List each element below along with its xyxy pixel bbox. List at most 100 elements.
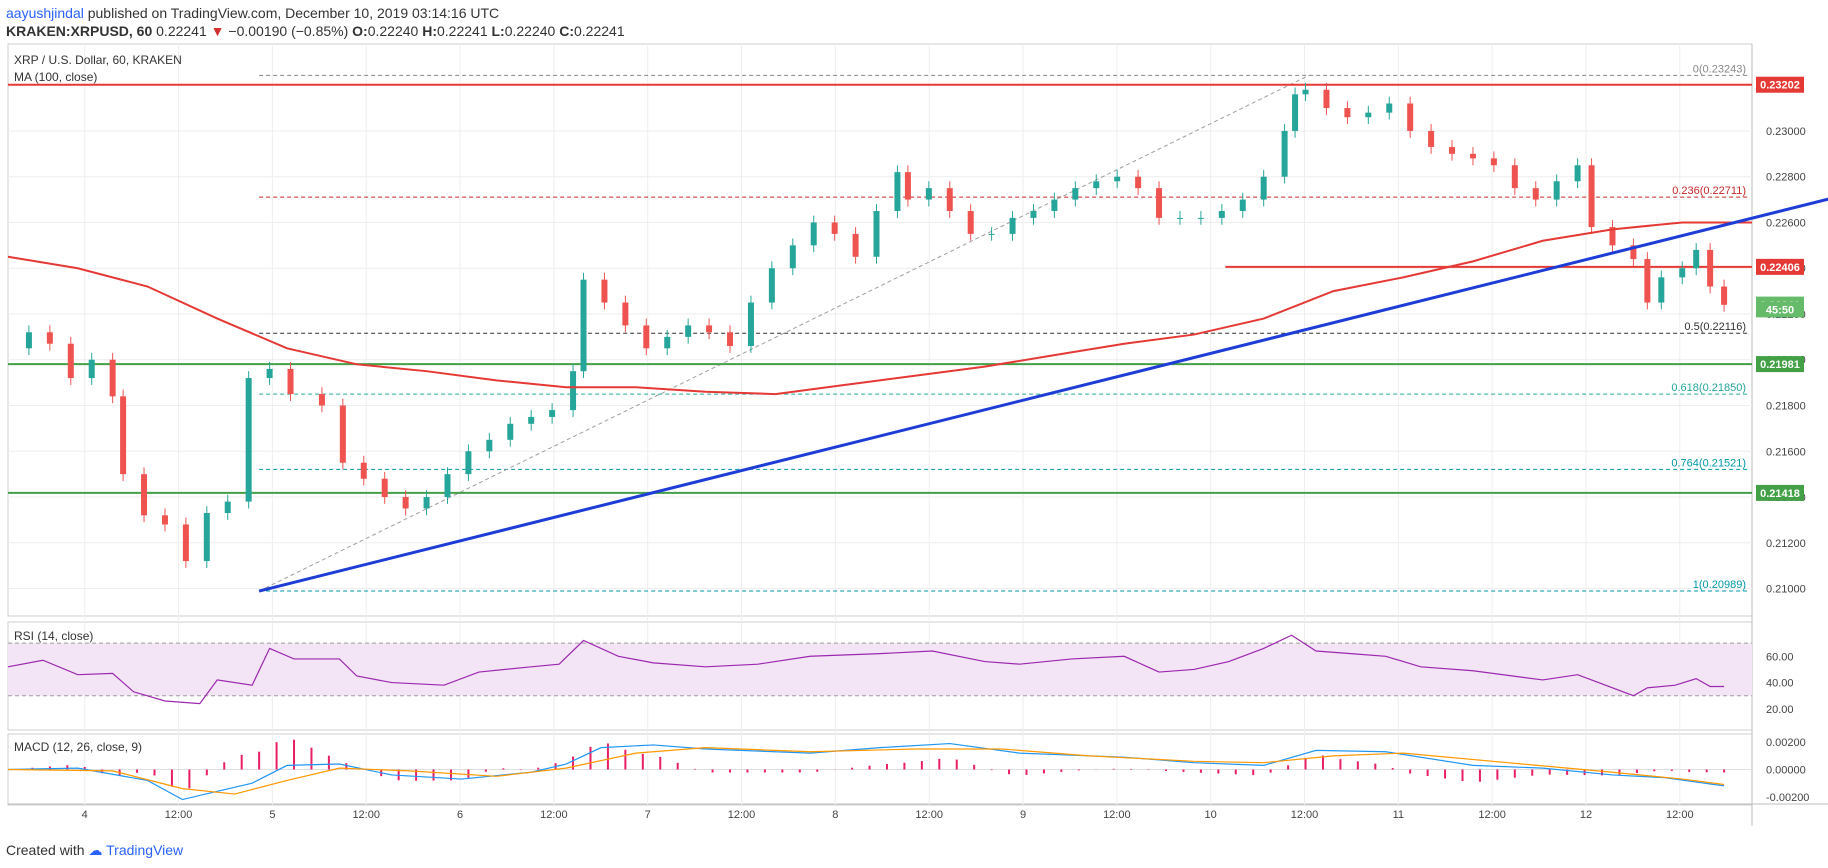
x-tick-label: 9 (1020, 809, 1026, 821)
y-tick-label: 0.23000 (1766, 126, 1806, 138)
price-change: −0.00190 (−0.85%) (228, 23, 349, 39)
candle-body (706, 325, 713, 333)
ohlc-line: KRAKEN:XRPUSD, 60 0.22241 ▼ −0.00190 (−0… (6, 22, 625, 40)
candle-body (25, 332, 32, 349)
grid (7, 43, 1828, 826)
candle-body (1449, 146, 1456, 154)
moving-average (7, 221, 1752, 396)
x-tick-label: 12:00 (1478, 809, 1506, 821)
fib-level-label: 0.236(0.22711) (1672, 185, 1746, 197)
candle-body (925, 188, 932, 200)
fib-level-label: 0(0.23243) (1693, 63, 1746, 75)
x-tick-label: 6 (457, 809, 463, 821)
candle-body (67, 343, 74, 379)
x-tick-label: 12:00 (728, 809, 756, 821)
close-label: C: (559, 23, 574, 39)
candle-body (946, 188, 953, 212)
candle-body (570, 371, 577, 411)
candle-body (1030, 211, 1037, 218)
candle-body (1281, 130, 1288, 177)
candle-body (1239, 199, 1246, 212)
symbol-label: KRAKEN:XRPUSD, 60 (6, 23, 153, 39)
open-value: 0.22240 (367, 23, 419, 39)
rsi-band (8, 643, 1752, 696)
macd-line (7, 742, 1725, 801)
price-tag-label: 45:50 (1766, 304, 1794, 316)
candle-body (465, 451, 472, 475)
x-tick-label: 4 (82, 809, 88, 821)
x-tick-label: 7 (645, 809, 651, 821)
x-tick-label: 12:00 (915, 809, 943, 821)
y-tick-label: 0.21000 (1766, 584, 1806, 596)
chart-header: aayushjindal published on TradingView.co… (6, 4, 625, 40)
x-tick-label: 12:00 (352, 809, 380, 821)
candle-body (622, 302, 629, 326)
open-label: O: (352, 23, 368, 39)
candle-body (1511, 165, 1518, 189)
candle-body (1707, 249, 1714, 287)
candle-body (643, 325, 650, 349)
candle-body (161, 515, 168, 525)
candle-body (1365, 112, 1372, 118)
candle-body (894, 172, 901, 212)
macd-tick-label: 0.00000 (1766, 765, 1806, 777)
down-arrow-icon: ▼ (210, 23, 225, 39)
candle-body (203, 513, 210, 562)
author-link[interactable]: aayushjindal (6, 5, 84, 21)
x-tick-label: 5 (269, 809, 275, 821)
fib-level-label: 1(0.20989) (1693, 579, 1746, 591)
x-tick-label: 12:00 (1666, 809, 1694, 821)
chart-title: XRP / U.S. Dollar, 60, KRAKEN (14, 53, 182, 67)
price-tag-bg (1756, 76, 1804, 93)
candle-body (318, 394, 325, 406)
price-tag-resistance: 0.22406 (1756, 258, 1804, 275)
candle-body (1114, 176, 1121, 182)
candle-body (1009, 217, 1016, 234)
price-tag-bg (1756, 484, 1804, 501)
tradingview-brand[interactable]: TradingView (106, 842, 184, 858)
low-label: L: (491, 23, 505, 39)
price-tag-label: 0.23202 (1760, 80, 1800, 92)
rsi-pane: 60.00 40.00 20.00 (7, 634, 1794, 716)
x-tick-label: 8 (832, 809, 838, 821)
candle-body (88, 359, 95, 379)
candle-body (1197, 217, 1204, 219)
candle-body (339, 405, 346, 463)
candle-body (1323, 89, 1330, 109)
y-tick-label: 0.22800 (1766, 172, 1806, 184)
y-tick-label: 0.22600 (1766, 217, 1806, 229)
low-value: 0.22240 (504, 23, 556, 39)
candle-body (685, 325, 692, 337)
y-tick-label: 0.21600 (1766, 446, 1806, 458)
price-tag-support: 0.21981 (1756, 356, 1804, 373)
tradingview-logo-icon: ☁ (88, 842, 103, 858)
macd-pane: 0.00200 0.00000 -0.00200 (7, 737, 1809, 804)
candle-body (1176, 217, 1183, 219)
macd-tick-label: -0.00200 (1766, 792, 1809, 804)
candle-body (1658, 277, 1665, 303)
candle-body (1469, 153, 1476, 159)
footer: Created with ☁ TradingView (6, 842, 183, 859)
horizontal-lines (8, 83, 1752, 494)
rsi-line (7, 634, 1725, 705)
price-tag-resistance: 0.23202 (1756, 76, 1804, 93)
candle-body (182, 524, 189, 562)
created-with-text: Created with (6, 842, 85, 858)
candle-body (601, 279, 608, 303)
macd-tick-label: 0.00200 (1766, 737, 1806, 749)
candle-body (1302, 89, 1309, 95)
candle-body (109, 359, 116, 397)
price-tag-bg (1756, 301, 1804, 318)
candle-body (1218, 211, 1225, 218)
x-tick-label: 10 (1205, 809, 1217, 821)
x-tick-label: 12:00 (1103, 809, 1131, 821)
rsi-tick-label: 20.00 (1766, 704, 1794, 716)
signal-line (7, 747, 1725, 795)
candle-body (904, 172, 911, 200)
x-tick-label: 12:00 (165, 809, 193, 821)
candle-body (988, 233, 995, 235)
candle-body (664, 336, 671, 349)
fib-level-label: 0.764(0.21521) (1671, 457, 1746, 469)
